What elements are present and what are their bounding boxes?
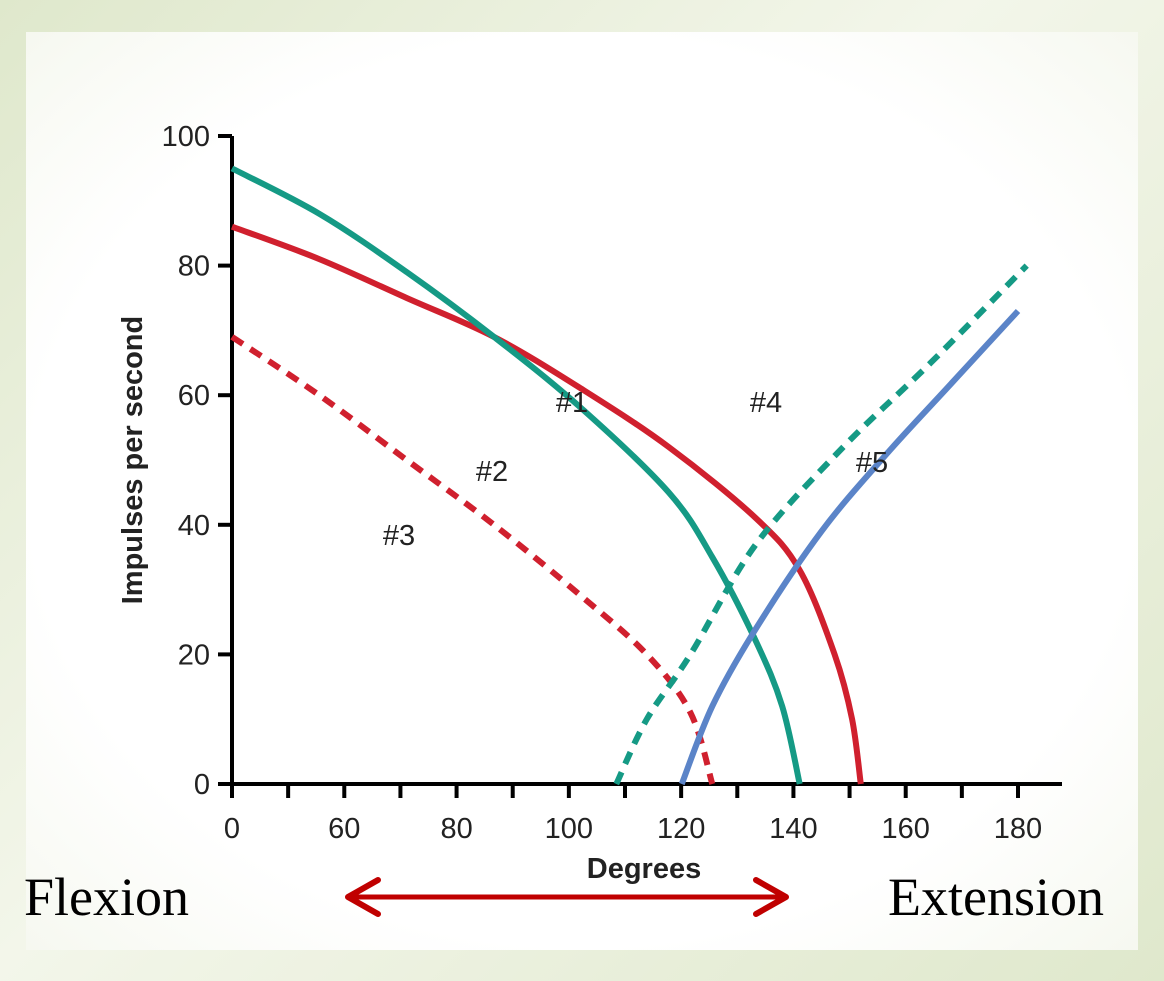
- series-line-5: [679, 308, 1021, 786]
- series-label-3: #3: [383, 520, 415, 552]
- series-line-2: [230, 165, 803, 785]
- series-line-1: [230, 223, 864, 785]
- extension-caption: Extension: [888, 867, 1104, 927]
- x-tick-label: 100: [545, 813, 593, 845]
- series-label-2: #2: [476, 456, 508, 488]
- series-line-4: [613, 263, 1029, 786]
- x-tick-label: 180: [994, 813, 1042, 845]
- y-tick-label: 100: [162, 121, 210, 153]
- x-axis-title: Degrees: [587, 853, 701, 885]
- y-tick-label: 0: [194, 769, 210, 801]
- slide-body: [26, 32, 1138, 950]
- series-label-4: #4: [750, 387, 782, 419]
- range-arrow-right-head: [753, 877, 789, 917]
- y-tick-label: 40: [178, 510, 210, 542]
- y-tick-label: 60: [178, 380, 210, 412]
- y-axis-title: Impulses per second: [117, 316, 149, 605]
- series-line-3: [230, 334, 716, 785]
- y-tick-label: 20: [178, 639, 210, 671]
- range-arrow-left-head: [345, 877, 381, 917]
- series-label-1: #1: [556, 387, 588, 419]
- flexion-caption: Flexion: [24, 867, 190, 927]
- series-label-5: #5: [856, 447, 888, 479]
- x-tick-label: 60: [328, 813, 360, 845]
- y-tick-label: 80: [178, 251, 210, 283]
- x-tick-label: 160: [882, 813, 930, 845]
- x-tick-label: 80: [440, 813, 472, 845]
- x-tick-label: 0: [224, 813, 240, 845]
- x-tick-label: 120: [657, 813, 705, 845]
- x-tick-label: 140: [769, 813, 817, 845]
